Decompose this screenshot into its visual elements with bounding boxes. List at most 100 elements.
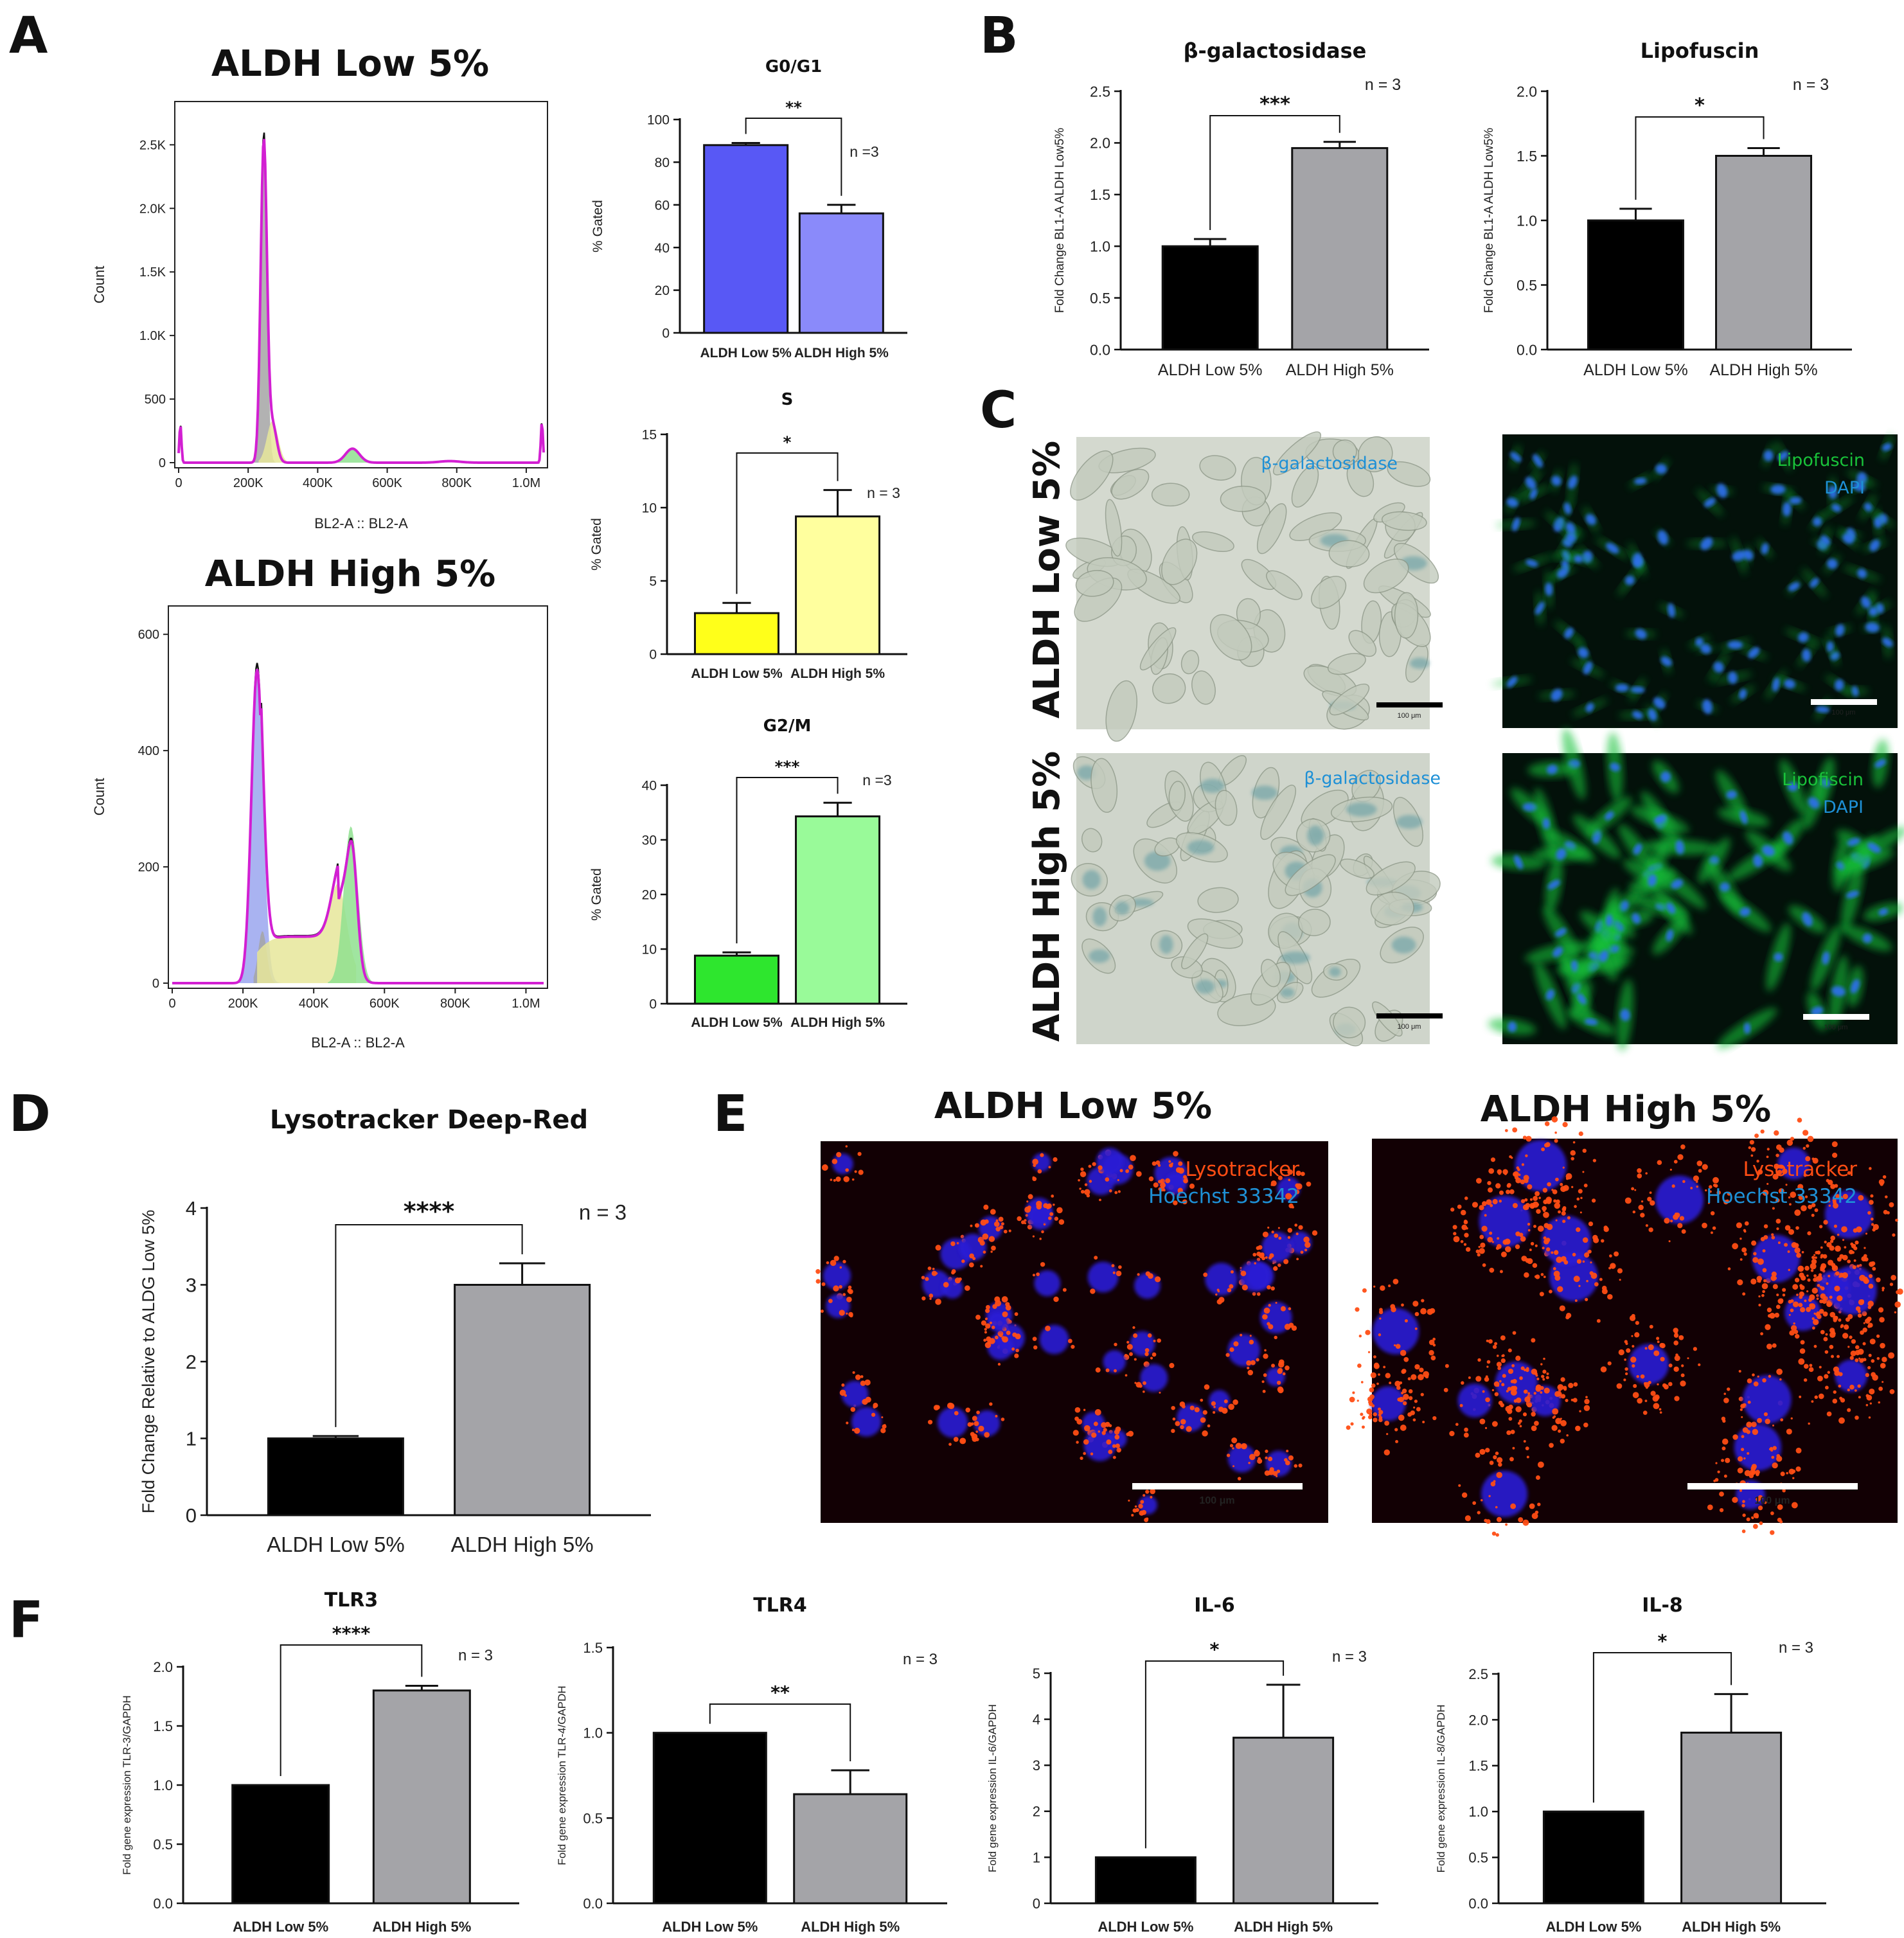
y-tick-label: 2.5K [139,138,166,152]
lysosome [1126,1340,1130,1344]
scale-bar-bgal-low [1376,702,1443,707]
lysosome [1677,1223,1683,1229]
lysosome [1746,1517,1750,1522]
lysosome [1624,1358,1626,1361]
lysosome [1553,1199,1557,1203]
lysosome [1660,1343,1666,1349]
lysosome [984,1219,989,1224]
lysosome [1496,1362,1502,1367]
lysosome [1855,1306,1861,1311]
lysosome [1373,1412,1377,1417]
lysosome [1818,1273,1822,1277]
lysosome [1786,1428,1792,1435]
significance-stars: **** [332,1623,371,1644]
lysosome [1544,1142,1549,1148]
x-tick-label: ALDH High 5% [801,1919,900,1935]
bar-high [793,1793,908,1905]
cell [1329,683,1370,716]
lysosome [1775,1144,1782,1150]
lysosome [1262,1315,1267,1319]
lysosome [1657,1340,1660,1344]
nucleus [1861,596,1871,609]
lysosome [929,1293,934,1298]
lysosome [1871,1223,1874,1226]
lysosome [975,1315,981,1320]
lysosome [1414,1327,1418,1330]
lysosome [998,1216,1004,1222]
lysosome [1500,1251,1507,1258]
y-tick-label: 400 [138,744,159,758]
nucleus [1743,549,1754,560]
lysosome [1876,1277,1881,1283]
lysosome [1464,1427,1468,1432]
lysosome [1040,1153,1044,1157]
lysosome [1067,1338,1072,1344]
lysosome [1847,1259,1851,1264]
y-tick-label: 1.0 [1090,238,1110,254]
lysosome [1739,1258,1743,1261]
y-tick-label: 1.0K [139,329,166,343]
lysosome [1496,1471,1502,1479]
lysosome [1152,1161,1157,1166]
lysosome [1763,1235,1768,1240]
lysosome [1556,1199,1560,1204]
lysosome [1770,1511,1774,1515]
lysosome [1370,1372,1376,1378]
lysosome [1298,1463,1303,1468]
lysosome [1152,1352,1157,1357]
lysosome [1262,1389,1266,1393]
lysosome [1561,1211,1566,1216]
lysosome [1089,1180,1092,1183]
lysosome [1797,1184,1804,1190]
lysosome [1223,1399,1228,1403]
lysosome [1294,1223,1298,1227]
lysosome [1737,1468,1743,1473]
significance-bracket [709,1703,851,1762]
lysosome [1640,1374,1645,1379]
lysosome [1671,1184,1675,1188]
lysosome [841,1383,845,1387]
lysosome [1254,1262,1256,1265]
lysosome [995,1219,999,1222]
lysosome [1819,1365,1822,1369]
lysosome [1090,1288,1096,1294]
histogram-low-xlabel: BL2-A :: BL2-A [314,515,408,531]
lysosome [1226,1454,1231,1457]
lysosome [1536,1209,1541,1214]
lysosome [1189,1405,1195,1410]
lysosome [1531,1513,1538,1520]
lysosome [1270,1286,1275,1291]
lysosome [1481,1225,1488,1232]
significance-bracket [1209,115,1340,230]
lysosome [1829,1331,1836,1338]
lysosome [1780,1418,1784,1422]
lysosome [1527,1223,1531,1226]
lysosome [1552,1408,1559,1415]
panel-c-images: ALDH Low 5% ALDH High 5% β-galactosidase… [1026,431,1904,1051]
lysosome [1543,1209,1546,1213]
lysosome [1840,1325,1843,1328]
cell [1209,614,1252,661]
nucleus [1727,671,1738,684]
nucleus [1103,1350,1126,1373]
y-tick-label: 30 [642,833,657,848]
lysosome [1537,1461,1544,1468]
lysosome [1878,1401,1881,1404]
lysosome [1833,1224,1837,1228]
lysosome [1402,1401,1407,1405]
lysosome [1573,1382,1578,1387]
lysosome [1780,1471,1785,1477]
nucleus [1784,679,1795,689]
nucleus [1083,1429,1116,1461]
lysosome [1248,1462,1250,1464]
x-tick-label: 1.0M [512,476,540,490]
lysosome [1750,1278,1757,1285]
nucleus [1565,522,1576,534]
lysosome [1554,1275,1561,1281]
lysosome [1535,1244,1538,1247]
lysosome [1777,1504,1783,1510]
lysosome [865,1396,871,1403]
x-tick-label: 400K [303,476,333,490]
bar-low [1094,1856,1197,1905]
